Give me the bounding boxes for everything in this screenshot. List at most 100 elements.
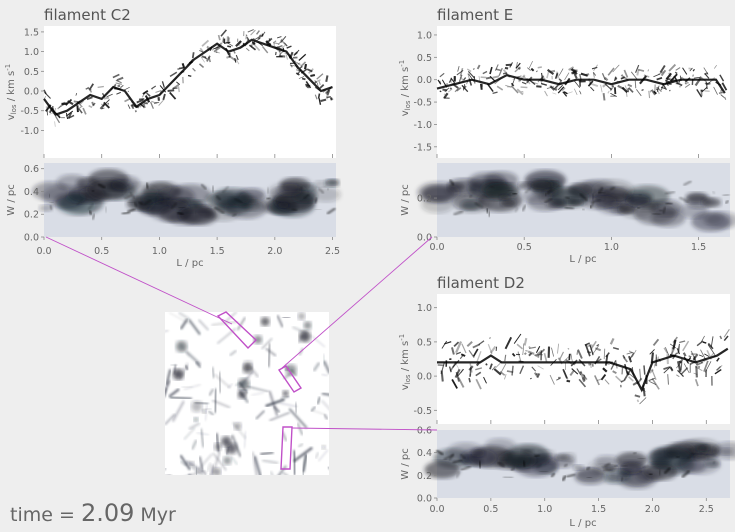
- width-filament-stroke: [133, 201, 138, 208]
- width-filament-stroke: [299, 186, 303, 191]
- map-filament: [265, 398, 285, 408]
- map-filament: [293, 450, 296, 475]
- velocity-stroke: [472, 348, 479, 357]
- velocity-stroke: [134, 110, 137, 113]
- width-filament-stroke: [326, 187, 330, 191]
- map-filament: [282, 315, 291, 320]
- velocity-stroke: [564, 72, 570, 81]
- width-filament-stroke: [448, 179, 455, 186]
- velocity-stroke: [620, 379, 626, 383]
- velocity-stroke: [237, 40, 243, 47]
- velocity-stroke: [441, 340, 448, 349]
- ytick-label: 0.5: [417, 337, 432, 348]
- velocity-stroke: [63, 102, 69, 106]
- ytick-label: 0.0: [417, 75, 432, 86]
- velocity-stroke: [602, 367, 608, 373]
- velocity-stroke: [607, 90, 610, 94]
- velocity-stroke: [280, 36, 287, 44]
- map-filament: [295, 402, 298, 414]
- x-ticks-e: 0.0 0.5 1.0 1.5: [429, 154, 706, 253]
- velocity-stroke: [201, 39, 210, 47]
- velocity-stroke: [489, 345, 497, 354]
- map-clump: [321, 445, 326, 450]
- connector-e: [281, 236, 433, 369]
- map-filament: [267, 343, 272, 368]
- map-clump: [172, 368, 184, 380]
- velocity-stroke: [85, 87, 89, 90]
- map-clump: [253, 335, 263, 344]
- width-filament-stroke: [170, 202, 178, 210]
- width-filament-stroke: [266, 197, 271, 200]
- width-filament-stroke: [658, 469, 662, 476]
- filament-outline-d2: [280, 426, 293, 470]
- velocity-stroke: [676, 347, 680, 355]
- velocity-stroke: [650, 89, 656, 96]
- width-filament-stroke: [177, 211, 184, 216]
- velocity-stroke: [593, 64, 598, 71]
- map-filament: [195, 361, 202, 368]
- velocity-stroke: [593, 72, 595, 78]
- width-filament-stroke: [303, 193, 310, 199]
- velocity-stroke: [82, 107, 87, 115]
- velocity-stroke: [318, 84, 325, 90]
- velocity-stroke: [461, 343, 467, 354]
- velocity-stroke: [603, 348, 606, 360]
- velocity-stroke: [54, 115, 61, 124]
- velocity-stroke: [554, 73, 559, 79]
- column-density-map: [165, 311, 329, 475]
- map-filament: [206, 462, 212, 472]
- velocity-stroke: [590, 82, 599, 88]
- velocity-stroke: [456, 87, 462, 92]
- velocity-stroke: [544, 90, 548, 97]
- map-filament: [301, 454, 308, 473]
- map-filament: [187, 473, 191, 475]
- map-filament: [253, 455, 262, 475]
- width-blob: [56, 174, 89, 191]
- velocity-stroke: [587, 82, 592, 87]
- velocity-stroke: [700, 89, 704, 92]
- xtick-label: 1.5: [591, 504, 606, 515]
- velocity-stroke: [451, 379, 458, 389]
- xtick-label: 0.0: [429, 242, 444, 253]
- map-filament: [318, 449, 329, 462]
- ytick-label: 0.0: [24, 87, 39, 98]
- velocity-stroke: [320, 98, 327, 102]
- velocity-stroke: [187, 74, 192, 77]
- velocity-stroke: [679, 340, 686, 344]
- velocity-stroke: [704, 361, 712, 373]
- map-filament: [265, 347, 277, 357]
- velocity-stroke: [673, 75, 677, 80]
- velocity-stroke: [663, 347, 669, 354]
- velocity-stroke: [439, 72, 445, 78]
- map-filament: [246, 385, 270, 393]
- map-filament: [204, 404, 208, 421]
- velocity-stroke: [528, 345, 531, 349]
- velocity-stroke: [584, 344, 591, 357]
- velocity-stroke: [499, 363, 507, 375]
- velocity-stroke: [517, 351, 522, 363]
- velocity-yticks-c2: 1.5 1.0 0.5 0.0 -0.5 -1.0: [20, 27, 44, 137]
- velocity-stroke: [535, 351, 541, 357]
- velocity-stroke: [557, 343, 560, 354]
- velocity-stroke: [217, 34, 221, 41]
- ytick-label: -1.5: [413, 142, 432, 153]
- velocity-stroke: [296, 61, 300, 65]
- velocity-stroke: [155, 101, 160, 104]
- xtick-label: 0.5: [94, 246, 109, 257]
- velocity-stroke: [703, 67, 709, 75]
- velocity-stroke: [300, 61, 307, 68]
- map-clump: [299, 330, 311, 343]
- velocity-stroke: [483, 376, 487, 384]
- map-filament: [255, 410, 265, 420]
- velocity-stroke: [594, 347, 602, 352]
- width-filament-stroke: [620, 476, 624, 482]
- width-filament-stroke: [474, 202, 484, 209]
- width-filament-stroke: [598, 191, 606, 195]
- velocity-stroke: [141, 91, 147, 98]
- velocity-stroke: [305, 84, 310, 89]
- width-blob: [277, 184, 302, 197]
- map-filament: [316, 396, 322, 405]
- width-filament-stroke: [469, 194, 473, 199]
- velocity-stroke: [167, 89, 175, 92]
- width-filament-stroke: [662, 206, 666, 214]
